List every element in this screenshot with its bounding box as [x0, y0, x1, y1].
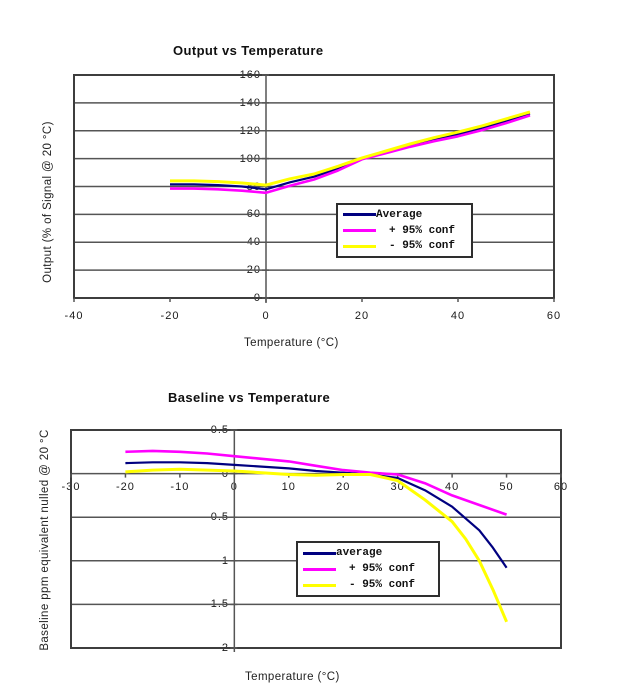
legend-line-sample	[343, 229, 376, 232]
legend-label: average	[336, 547, 383, 559]
x-tick-label: 30	[390, 481, 405, 493]
legend-entry-plus-95-conf: + 95% conf	[303, 561, 433, 577]
y-tick-label: 1	[221, 554, 229, 567]
legend-line-sample	[303, 551, 336, 555]
x-tick-label: -10	[170, 481, 190, 493]
series-line-average	[170, 112, 531, 191]
chart2-y-axis-label: Baseline ppm equivalent nulled @ 20 °C	[39, 429, 51, 651]
legend-label: - 95% conf	[389, 240, 456, 253]
y-tick-label: 0.5	[210, 424, 229, 436]
y-tick-label: 1.5	[210, 598, 229, 611]
y-tick-label: 100	[239, 152, 261, 165]
legend-line-sample	[343, 244, 376, 248]
plot-border	[70, 429, 562, 649]
legend-line-sample	[303, 567, 336, 571]
legend-entry-plus-95-conf: + 95% conf	[343, 223, 466, 239]
y-tick-label: 120	[239, 124, 261, 137]
x-tick-label: 40	[444, 481, 460, 493]
legend-box: average + 95% conf - 95% conf	[296, 541, 440, 597]
plot-border	[73, 74, 555, 299]
legend-label: Average	[376, 208, 423, 221]
y-tick-label: 20	[246, 264, 261, 277]
chart1-title: Output vs Temperature	[173, 43, 324, 58]
y-tick-label: 80	[246, 180, 261, 193]
legend-entry-average: Average	[343, 207, 466, 223]
y-tick-label: 160	[239, 69, 261, 81]
legend-box: Average + 95% conf - 95% conf	[336, 203, 473, 258]
x-tick-label: -40	[64, 310, 84, 322]
y-tick-label: 2	[221, 642, 229, 654]
chart1-x-axis-label: Temperature (°C)	[244, 337, 339, 349]
x-tick-label: 20	[354, 310, 370, 322]
chart2-title: Baseline vs Temperature	[168, 390, 331, 405]
legend-label: + 95% conf	[389, 224, 456, 237]
x-tick-label: 60	[546, 310, 562, 322]
y-tick-label: 0	[253, 292, 261, 304]
y-tick-label: 40	[246, 236, 261, 249]
y-tick-label: 0	[221, 467, 229, 480]
legend-label: + 95% conf	[349, 563, 416, 575]
series-line-minus-95-conf	[170, 110, 531, 187]
x-tick-label: -20	[115, 481, 135, 493]
legend-entry-average: average	[303, 545, 433, 561]
x-tick-label: 60	[553, 481, 569, 493]
x-tick-label: -20	[160, 310, 180, 322]
legend-label: - 95% conf	[349, 579, 416, 591]
x-tick-label: 40	[450, 310, 466, 322]
y-tick-label: 140	[239, 96, 261, 109]
series-line-plus-95-conf	[170, 114, 531, 195]
chart2-x-axis-label: Temperature (°C)	[245, 671, 340, 683]
x-tick-label: 10	[281, 481, 296, 493]
legend-entry-minus-95-conf: - 95% conf	[343, 238, 466, 254]
y-tick-label: 0.5	[210, 511, 229, 524]
legend-entry-minus-95-conf: - 95% conf	[303, 577, 433, 593]
x-tick-label: 20	[336, 481, 351, 493]
x-tick-label: -30	[61, 481, 81, 493]
legend-line-sample	[303, 583, 336, 587]
chart1-y-axis-label: Output (% of Signal @ 20 °C)	[42, 121, 54, 283]
y-tick-label: 60	[246, 208, 261, 221]
x-tick-label: 50	[499, 481, 514, 493]
legend-line-sample	[343, 213, 376, 217]
x-tick-label: 0	[230, 481, 238, 493]
x-tick-label: 0	[262, 310, 270, 322]
